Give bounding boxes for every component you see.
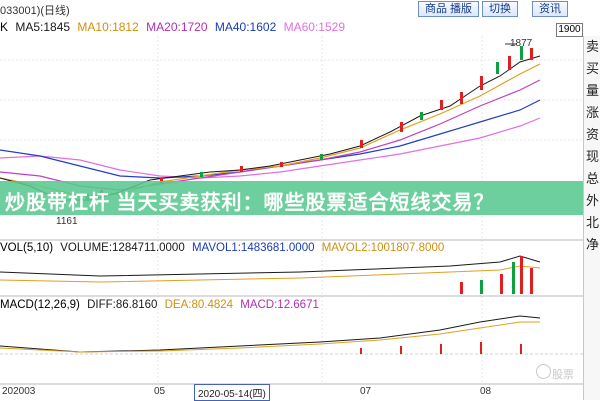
volume-bar (520, 256, 523, 294)
k-label: K (0, 20, 9, 34)
mavol1-value: MAVOL1:1483681.0000 (191, 242, 315, 254)
right-item[interactable]: 资 (585, 127, 599, 142)
axis-label-08: 08 (480, 386, 492, 397)
right-item[interactable]: 涨 (585, 105, 599, 120)
candle (496, 62, 499, 74)
candle (200, 172, 203, 177)
product-button[interactable]: 商品 播版 (418, 1, 480, 17)
candle (520, 46, 523, 60)
volume-bar (530, 268, 533, 294)
volume-bar (500, 274, 503, 294)
macd-legend: MACD(12,26,9) DIFF:86.8160 DEA:80.4824 M… (0, 299, 323, 315)
right-item[interactable]: 量 (585, 83, 599, 98)
mavol2-line (0, 265, 541, 283)
ma40-label: MA40:1602 (214, 20, 277, 34)
ma5-label: MA5:1845 (15, 20, 71, 34)
macd-bar (400, 346, 402, 354)
price-box: 1900 (556, 23, 583, 37)
macd-label: MACD(12,26,9) (0, 299, 80, 311)
ma60-line (0, 117, 541, 179)
dea-line (0, 321, 540, 353)
right-item[interactable]: 净 (585, 237, 599, 252)
ma10-label: MA10:1812 (77, 20, 139, 34)
time-axis: 202003 05 07 08 (0, 384, 583, 400)
volume-legend: VOL(5,10) VOLUME:1284711.0000 MAVOL1:148… (0, 242, 448, 258)
switch-button[interactable]: 切换 (482, 1, 518, 17)
candle (440, 100, 443, 110)
candle (320, 154, 323, 160)
macd-value: MACD:12.6671 (240, 299, 319, 311)
candle (508, 56, 511, 70)
macd-bar (440, 344, 442, 354)
right-item[interactable]: 总 (585, 171, 599, 186)
candle (530, 48, 533, 60)
axis-label-07: 07 (360, 386, 372, 397)
selected-date: 2020-05-14(四) (194, 384, 270, 401)
right-item[interactable]: 买 (585, 61, 599, 76)
watermark-icon (536, 364, 551, 379)
candle (460, 92, 463, 104)
volume-value: VOLUME:1284711.0000 (60, 242, 185, 254)
low-price-label: 1161 (56, 216, 78, 227)
macd-bar (480, 342, 482, 354)
right-item[interactable]: 外 (585, 193, 599, 208)
volume-bar (512, 262, 515, 294)
banner-title: 炒股带杠杆 当天买卖获利：哪些股票适合短线交易？ (5, 192, 495, 214)
volume-bar (460, 282, 463, 294)
macd-bar (360, 348, 362, 354)
candle (360, 140, 363, 148)
high-price-label: 1877 (510, 38, 533, 49)
candle (420, 112, 423, 120)
ma-legend: K MA5:1845 MA10:1812 MA20:1720 MA40:1602… (0, 20, 349, 36)
news-button[interactable]: 资讯 (532, 1, 568, 17)
right-panel: 卖 买 量 涨 资 现 总 外 北 净 (583, 36, 600, 400)
mavol1-line (0, 255, 541, 277)
axis-label-05: 05 (154, 386, 166, 397)
ma20-label: MA20:1720 (146, 20, 208, 34)
overlay-banner (0, 181, 600, 215)
right-item[interactable]: 北 (585, 215, 599, 230)
macd-bars (360, 342, 522, 354)
diff-value: DIFF:86.8160 (87, 299, 158, 311)
volume-bars (460, 256, 533, 294)
top-bar: 033001)(日线) 商品 播版 切换 资讯 (0, 0, 600, 18)
volume-bar (480, 280, 483, 294)
candle (400, 122, 403, 132)
right-item[interactable]: 卖 (585, 39, 599, 54)
right-item[interactable]: 现 (585, 149, 599, 164)
candle (480, 76, 483, 90)
axis-label-start: 202003 (2, 386, 36, 397)
stock-code: 033001)(日线) (0, 5, 70, 17)
dea-value: DEA:80.4824 (164, 299, 234, 311)
candle (280, 162, 283, 167)
watermark-text: 股票 (552, 369, 574, 381)
macd-bar (520, 344, 522, 354)
vol-label: VOL(5,10) (0, 242, 54, 254)
ma60-label: MA60:1529 (283, 20, 345, 34)
candle (240, 166, 243, 172)
mavol2-value: MAVOL2:1001807.8000 (321, 242, 445, 254)
ma10-line (0, 63, 541, 197)
